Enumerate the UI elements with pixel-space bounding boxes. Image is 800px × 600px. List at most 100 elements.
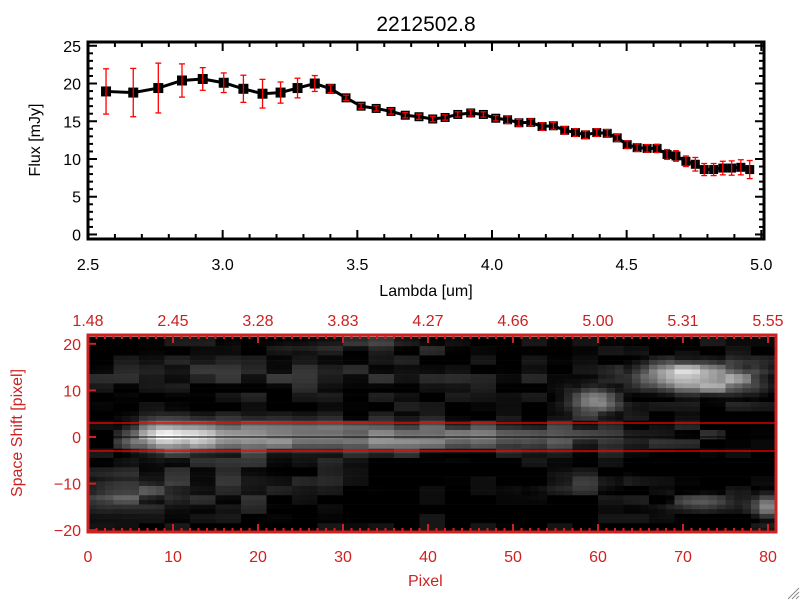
heatmap-cell xyxy=(530,402,539,408)
heatmap-cell xyxy=(411,467,420,473)
heatmap-cell xyxy=(428,355,437,361)
heatmap-cell xyxy=(487,443,497,449)
heatmap-cell xyxy=(130,523,140,529)
heatmap-cell xyxy=(674,397,684,403)
heatmap-cell xyxy=(181,481,191,487)
heatmap-cell xyxy=(96,439,106,445)
heatmap-cell xyxy=(504,485,514,491)
heatmap-cell xyxy=(360,476,369,482)
heatmap-cell xyxy=(190,383,199,389)
heatmap-cell xyxy=(589,383,599,389)
heatmap-cell xyxy=(479,378,488,384)
heatmap-cell xyxy=(232,457,242,463)
heatmap-cell xyxy=(147,481,157,487)
heatmap-cell xyxy=(198,374,208,380)
heatmap-cell xyxy=(385,346,395,352)
heatmap-cell xyxy=(190,374,199,380)
heatmap-cell xyxy=(615,360,624,366)
heatmap-cell xyxy=(173,439,182,445)
heatmap-cell xyxy=(164,383,174,389)
heatmap-cell xyxy=(232,397,242,403)
heatmap-cell xyxy=(334,462,344,468)
heatmap-cell xyxy=(317,388,327,394)
heatmap-cell xyxy=(402,369,412,375)
heatmap-cell xyxy=(334,416,344,421)
heatmap-cell xyxy=(326,388,335,394)
heatmap-cell xyxy=(742,430,752,435)
heatmap-cell xyxy=(674,369,684,375)
heatmap-cell xyxy=(581,495,590,501)
heatmap-cell xyxy=(725,341,735,347)
heatmap-cell xyxy=(555,364,565,370)
heatmap-cell xyxy=(173,476,182,482)
heatmap-cell xyxy=(113,509,123,515)
heatmap-cell xyxy=(547,411,556,417)
resize-grip-icon[interactable] xyxy=(787,587,800,600)
heatmap-cell xyxy=(615,476,624,482)
heatmap-cell xyxy=(632,467,641,473)
heatmap-cell xyxy=(130,406,140,412)
heatmap-cell xyxy=(402,443,412,449)
heatmap-cell xyxy=(360,499,369,505)
heatmap-cell xyxy=(717,346,726,352)
heatmap-cell xyxy=(479,360,488,366)
heatmap-cell xyxy=(462,369,471,375)
heatmap-cell xyxy=(742,425,752,431)
heatmap-cell xyxy=(96,360,106,366)
heatmap-cell xyxy=(436,481,446,487)
heatmap-cell xyxy=(700,485,709,491)
heatmap-cell xyxy=(300,430,310,435)
heatmap-cell xyxy=(487,402,497,408)
heatmap-cell xyxy=(266,457,276,463)
heatmap-cell xyxy=(717,495,726,501)
heatmap-cell xyxy=(555,355,565,361)
heatmap-cell xyxy=(640,360,650,366)
heatmap-cell xyxy=(275,430,284,435)
heatmap-cell xyxy=(249,402,259,408)
heatmap-cell xyxy=(725,481,735,487)
heatmap-cell xyxy=(504,509,514,515)
heatmap-cell xyxy=(742,341,752,347)
heatmap-cells xyxy=(88,336,777,533)
heatmap-cell xyxy=(751,383,760,389)
heatmap-cell xyxy=(224,360,233,366)
heatmap-cell xyxy=(538,411,548,417)
heatmap-cell xyxy=(632,471,641,477)
heatmap-cell xyxy=(164,360,174,366)
heatmap-cell xyxy=(700,467,709,473)
heatmap-cell xyxy=(674,499,684,505)
heatmap-cell xyxy=(292,397,301,403)
heatmap-cell xyxy=(317,360,327,366)
heatmap-cell xyxy=(564,439,573,445)
heatmap-cell xyxy=(725,490,735,496)
heatmap-cell xyxy=(385,443,395,449)
heatmap-cell xyxy=(657,360,667,366)
heatmap-cell xyxy=(411,374,420,380)
heatmap-cell xyxy=(683,523,692,529)
heatmap-cell xyxy=(266,443,276,449)
heatmap-cell xyxy=(436,402,446,408)
heatmap-cell xyxy=(640,378,650,384)
heatmap-cell xyxy=(113,360,123,366)
heatmap-cell xyxy=(717,378,726,384)
heatmap-cell xyxy=(368,509,378,515)
heatmap-cell xyxy=(734,499,743,505)
error-bar xyxy=(527,118,534,127)
heatmap-cell xyxy=(241,355,250,361)
error-bar xyxy=(682,155,689,168)
image-frame xyxy=(86,333,778,534)
x-tick-label: 4.0 xyxy=(481,257,503,274)
heatmap-cell xyxy=(623,360,633,366)
heatmap-cell xyxy=(547,416,556,421)
heatmap-cell xyxy=(232,523,242,529)
heatmap-cell xyxy=(300,374,310,380)
heatmap-cell xyxy=(504,523,514,529)
heatmap-cell xyxy=(309,513,318,519)
heatmap-cell xyxy=(377,527,386,533)
heatmap-cell xyxy=(453,406,463,412)
heatmap-cell xyxy=(266,402,276,408)
heatmap-cell xyxy=(581,518,590,524)
heatmap-cell xyxy=(258,523,267,529)
heatmap-cell xyxy=(683,378,692,384)
heatmap-cell xyxy=(343,406,352,412)
